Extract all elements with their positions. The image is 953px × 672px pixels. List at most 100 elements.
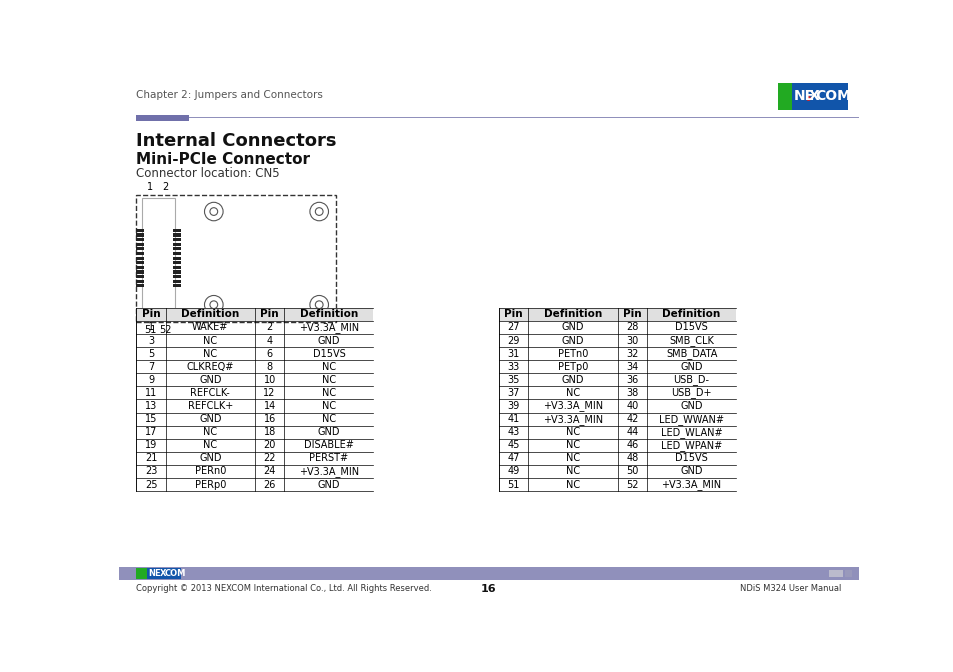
Text: 30: 30 <box>625 335 638 345</box>
Text: 29: 29 <box>507 335 519 345</box>
Text: +V3.3A_MIN: +V3.3A_MIN <box>298 322 358 333</box>
Text: 35: 35 <box>507 375 519 385</box>
Text: 41: 41 <box>507 414 519 424</box>
Bar <box>828 570 842 577</box>
Text: 8: 8 <box>266 362 273 372</box>
Text: 2: 2 <box>266 323 273 333</box>
Text: 18: 18 <box>263 427 275 437</box>
Text: 50: 50 <box>625 466 638 476</box>
Bar <box>173 270 181 274</box>
Text: 15: 15 <box>145 414 157 424</box>
Text: 52: 52 <box>625 480 638 489</box>
Text: Definition: Definition <box>543 309 601 319</box>
Bar <box>136 247 144 251</box>
Text: GND: GND <box>199 454 221 463</box>
Bar <box>136 261 144 264</box>
Text: 10: 10 <box>263 375 275 385</box>
Text: USB_D+: USB_D+ <box>671 388 711 398</box>
Text: 28: 28 <box>625 323 638 333</box>
Text: COM: COM <box>165 569 186 578</box>
Bar <box>173 284 181 288</box>
Circle shape <box>204 202 223 221</box>
Text: Definition: Definition <box>299 309 357 319</box>
Text: GND: GND <box>199 375 221 385</box>
Text: NC: NC <box>565 388 579 398</box>
Bar <box>173 238 181 241</box>
Circle shape <box>204 296 223 314</box>
Text: D15VS: D15VS <box>313 349 345 359</box>
Text: NC: NC <box>203 349 217 359</box>
Text: USB_D-: USB_D- <box>673 374 709 385</box>
Text: 23: 23 <box>145 466 157 476</box>
Text: 45: 45 <box>507 440 519 450</box>
Text: 7: 7 <box>148 362 154 372</box>
Text: 5: 5 <box>148 349 154 359</box>
Text: GND: GND <box>561 375 583 385</box>
Bar <box>791 83 847 110</box>
Text: GND: GND <box>317 480 340 489</box>
Text: D15VS: D15VS <box>675 454 707 463</box>
Text: 20: 20 <box>263 440 275 450</box>
Text: 33: 33 <box>507 362 519 372</box>
Text: 1: 1 <box>148 323 154 333</box>
Text: NC: NC <box>565 427 579 437</box>
Text: 42: 42 <box>625 414 638 424</box>
Text: 27: 27 <box>507 323 519 333</box>
Bar <box>136 114 189 121</box>
Text: Pin: Pin <box>260 309 278 319</box>
Text: 48: 48 <box>625 454 638 463</box>
Text: NC: NC <box>321 375 335 385</box>
Text: 44: 44 <box>625 427 638 437</box>
Text: 52: 52 <box>159 325 172 335</box>
Text: PERp0: PERp0 <box>194 480 226 489</box>
Bar <box>136 266 144 269</box>
Text: NC: NC <box>321 401 335 411</box>
Text: 11: 11 <box>145 388 157 398</box>
Text: PETn0: PETn0 <box>558 349 588 359</box>
Bar <box>136 257 144 259</box>
Bar <box>778 83 791 110</box>
Text: Definition: Definition <box>181 309 239 319</box>
Text: GND: GND <box>679 401 702 411</box>
Text: +V3.3A_MIN: +V3.3A_MIN <box>298 466 358 477</box>
Bar <box>142 198 174 318</box>
Text: GND: GND <box>317 335 340 345</box>
Bar <box>173 257 181 259</box>
Text: Definition: Definition <box>661 309 720 319</box>
Text: 21: 21 <box>145 454 157 463</box>
Text: DISABLE#: DISABLE# <box>304 440 354 450</box>
Text: +V3.3A_MIN: +V3.3A_MIN <box>660 479 720 490</box>
Text: Pin: Pin <box>504 309 522 319</box>
Text: 40: 40 <box>625 401 638 411</box>
Text: X: X <box>808 89 819 103</box>
Text: 49: 49 <box>507 466 519 476</box>
Text: REFCLK+: REFCLK+ <box>188 401 233 411</box>
Text: PERn0: PERn0 <box>194 466 226 476</box>
Text: NC: NC <box>565 454 579 463</box>
Text: 25: 25 <box>145 480 157 489</box>
Text: 24: 24 <box>263 466 275 476</box>
Text: 22: 22 <box>263 454 275 463</box>
Text: LED_WLAN#: LED_WLAN# <box>660 427 721 437</box>
Text: 2: 2 <box>162 181 169 192</box>
Bar <box>136 568 147 579</box>
Text: NC: NC <box>203 427 217 437</box>
Text: 12: 12 <box>263 388 275 398</box>
Circle shape <box>210 208 217 216</box>
Text: NDiS M324 User Manual: NDiS M324 User Manual <box>740 585 841 593</box>
Bar <box>173 280 181 283</box>
Text: 46: 46 <box>625 440 638 450</box>
Text: NC: NC <box>565 466 579 476</box>
Bar <box>136 270 144 274</box>
Bar <box>136 280 144 283</box>
Bar <box>173 229 181 232</box>
Text: 47: 47 <box>507 454 519 463</box>
Text: NE: NE <box>793 89 814 103</box>
Text: 3: 3 <box>148 335 154 345</box>
Text: GND: GND <box>679 362 702 372</box>
Text: 36: 36 <box>625 375 638 385</box>
Bar <box>498 308 736 321</box>
Text: GND: GND <box>317 427 340 437</box>
Text: 26: 26 <box>263 480 275 489</box>
Circle shape <box>310 296 328 314</box>
